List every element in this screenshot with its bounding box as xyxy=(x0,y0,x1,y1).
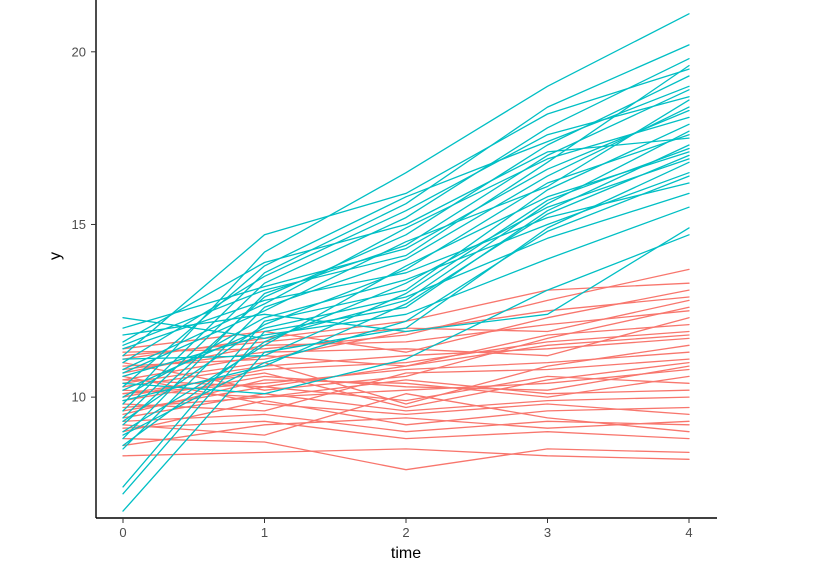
group_a-line-30 xyxy=(122,334,690,388)
group_a-line-13 xyxy=(122,268,690,353)
group_b-line-23 xyxy=(122,175,690,436)
group_a-line-15 xyxy=(122,399,690,433)
group_b-line-6 xyxy=(122,151,690,433)
group_b-line-5 xyxy=(122,89,690,440)
y-axis-title: y xyxy=(47,252,64,260)
group_a-line-23 xyxy=(122,317,690,371)
group_b-line-2 xyxy=(122,144,690,495)
group_a-line-2 xyxy=(122,437,690,471)
group_a-line-22 xyxy=(122,375,690,416)
group_b-line-8 xyxy=(122,58,690,419)
group_a-line-29 xyxy=(122,361,690,409)
x-axis-ticks: 0 1 2 3 4 xyxy=(119,518,693,540)
group_b-line-21 xyxy=(122,109,690,329)
x-tick-label-3: 3 xyxy=(544,525,551,540)
group_b-line-10 xyxy=(122,13,690,405)
group_a-line-4 xyxy=(122,393,690,419)
y-tick-label-10: 10 xyxy=(72,390,86,405)
group_a-line-24 xyxy=(122,306,690,391)
group_b-line-20 xyxy=(122,227,690,336)
group_b-line-12 xyxy=(122,192,690,391)
group_a-line-28 xyxy=(122,379,690,409)
group_b-line-11 xyxy=(122,172,690,398)
group_a-line-19 xyxy=(122,330,690,398)
group_b-line-14 xyxy=(122,206,690,378)
group_b-line-30 xyxy=(122,158,690,447)
group_b-line-18 xyxy=(122,182,690,350)
group_b-line-27 xyxy=(122,99,690,374)
x-tick-label-0: 0 xyxy=(119,525,126,540)
y-axis-ticks: 10 15 20 xyxy=(72,44,96,405)
group_b-line-9 xyxy=(122,44,690,412)
x-axis-title: time xyxy=(391,545,421,562)
series-layer xyxy=(122,13,690,512)
group_b-line-13 xyxy=(122,234,690,395)
group_a-line-26 xyxy=(122,289,690,353)
group_b-line-16 xyxy=(122,96,690,364)
x-tick-label-2: 2 xyxy=(402,525,409,540)
group_a-line-8 xyxy=(122,337,690,388)
group_a-line-3 xyxy=(122,420,690,440)
group_b-line-26 xyxy=(122,85,690,388)
x-tick-label-1: 1 xyxy=(261,525,268,540)
group_b-line-19 xyxy=(122,137,690,343)
x-tick-label-4: 4 xyxy=(685,525,692,540)
y-tick-label-15: 15 xyxy=(72,217,86,232)
group_a-line-21 xyxy=(122,344,690,405)
group_b-line-29 xyxy=(122,64,690,346)
group_b-line-4 xyxy=(122,106,690,450)
group_b-line-15 xyxy=(122,116,690,371)
group_a-line-1 xyxy=(122,448,690,460)
group_a-line-18 xyxy=(122,358,690,412)
group_b-line-28 xyxy=(122,147,690,360)
group_b-line-17 xyxy=(122,68,690,357)
group_a-line-17 xyxy=(122,375,690,416)
y-tick-label-20: 20 xyxy=(72,44,86,59)
group_b-line-25 xyxy=(122,154,690,402)
group_a-line-27 xyxy=(122,413,690,433)
